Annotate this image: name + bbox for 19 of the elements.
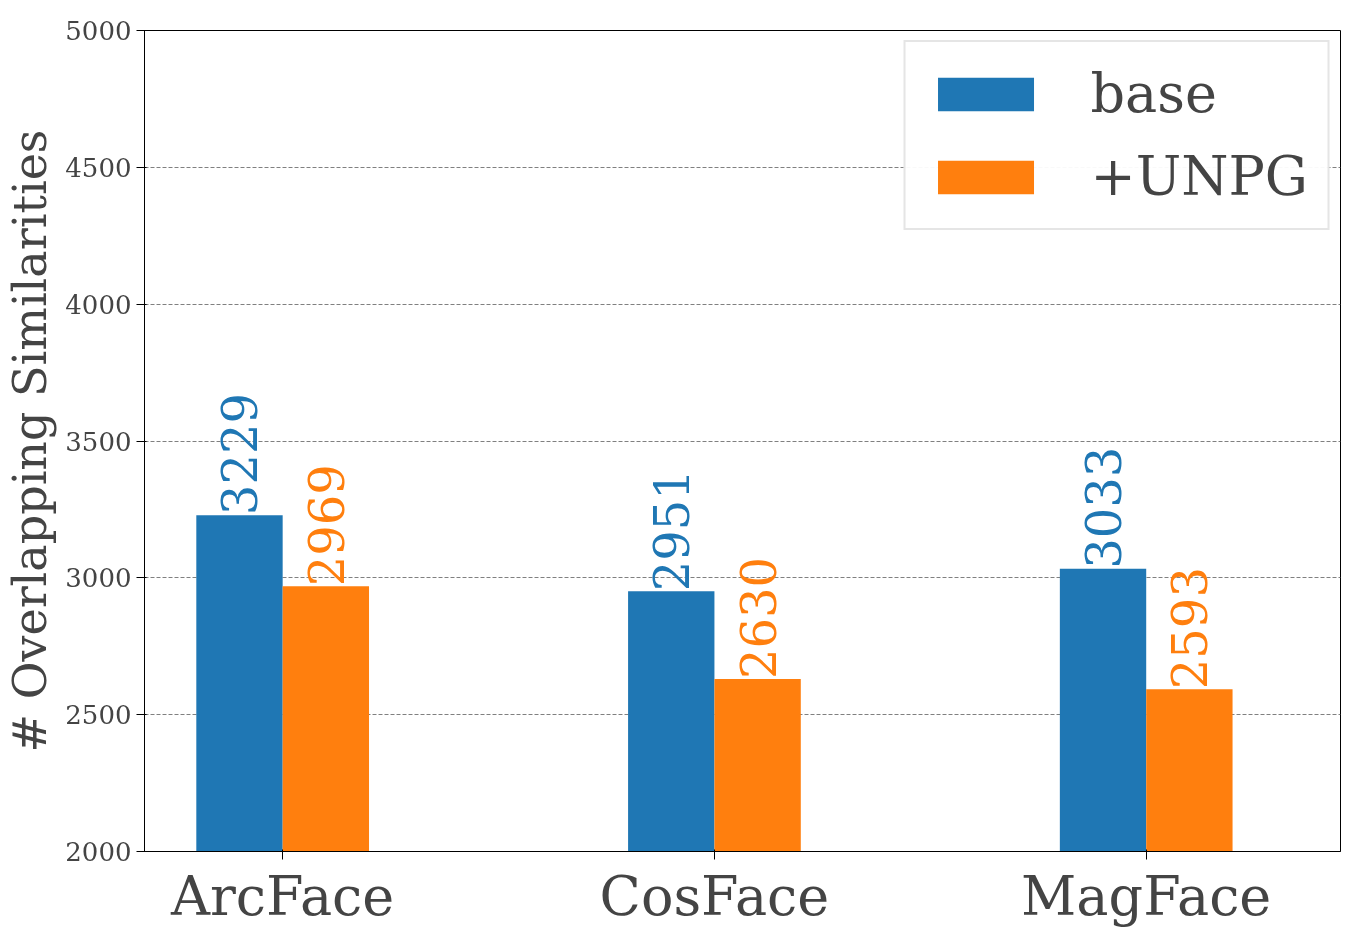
data-label: 2593	[1162, 567, 1219, 690]
y-tick-label: 5000	[65, 16, 132, 46]
data-label: 3229	[212, 393, 269, 516]
y-tick-label: 2500	[65, 700, 132, 731]
data-label: 3033	[1076, 446, 1133, 569]
y-tick-label: 3500	[65, 426, 132, 457]
x-tick-label: CosFace	[599, 864, 830, 928]
data-label: 2969	[298, 464, 355, 587]
y-axis-title: # Overlapping Similarities	[3, 129, 58, 753]
data-label: 2951	[644, 469, 701, 592]
legend-label: base	[1090, 62, 1217, 125]
data-label: 2630	[730, 556, 787, 680]
x-tick-label: ArcFace	[170, 864, 395, 928]
legend-label: +UNPG	[1090, 145, 1308, 208]
y-tick-label: 4500	[65, 152, 132, 183]
y-tick-label: 4000	[65, 289, 132, 320]
y-tick-label: 3000	[65, 563, 132, 594]
y-tick-label: 2000	[65, 837, 132, 867]
x-tick-label: MagFace	[1021, 864, 1272, 928]
